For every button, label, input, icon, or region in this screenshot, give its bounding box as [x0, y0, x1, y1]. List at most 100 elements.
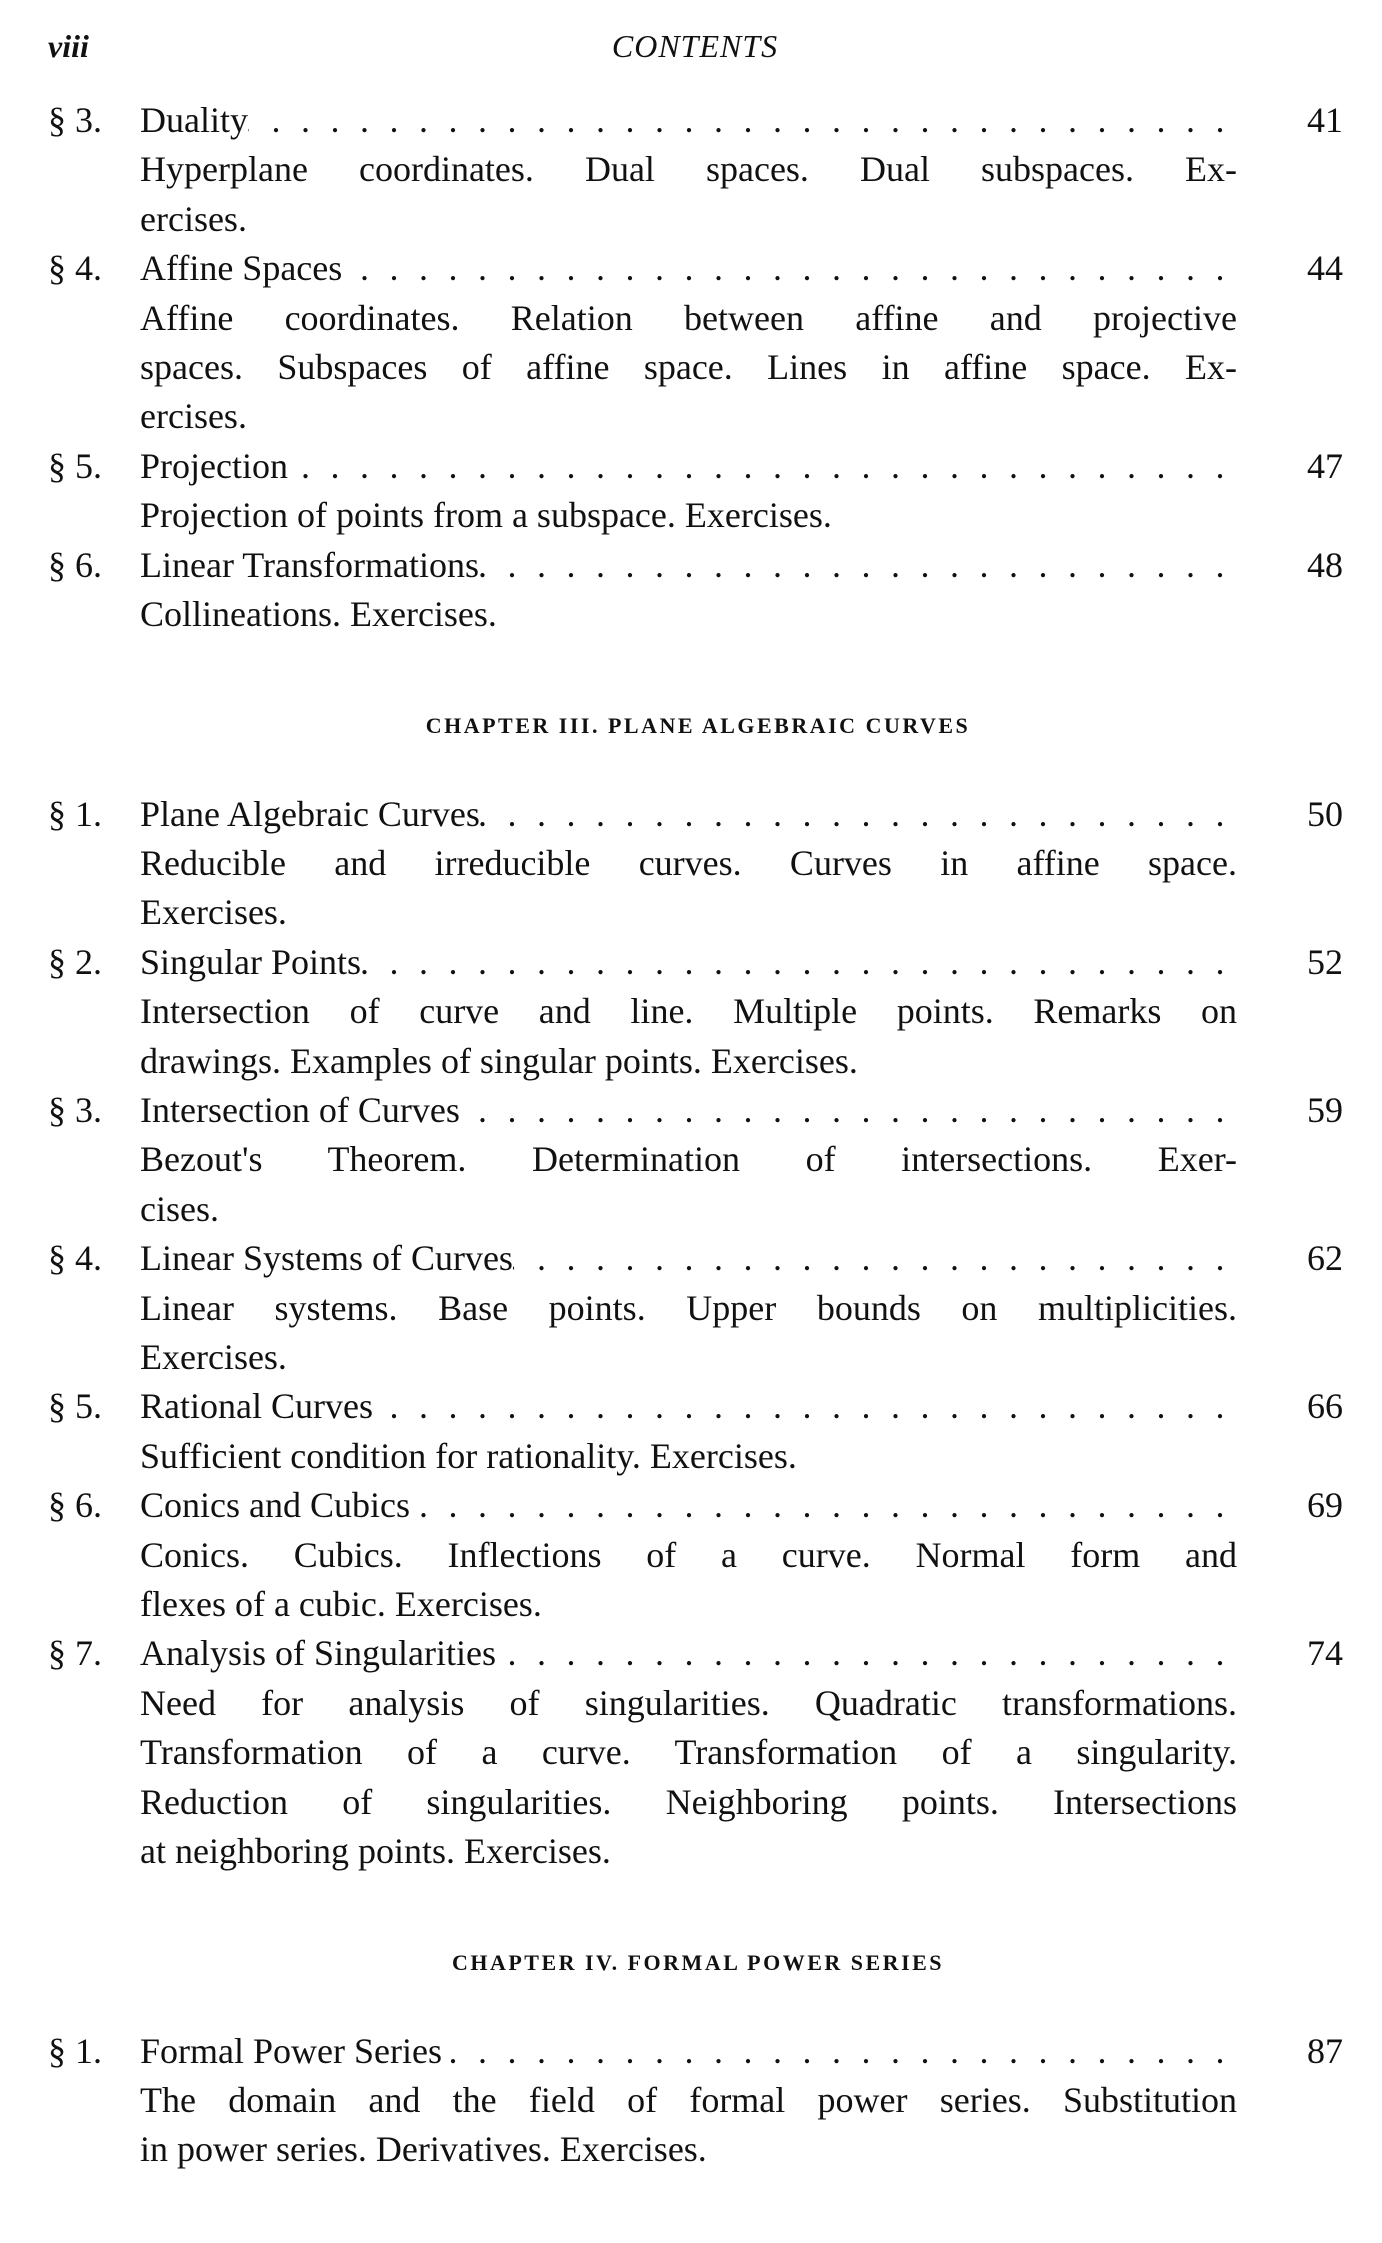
toc-entry: § 3. Intersection of Curves..............…: [48, 1086, 1343, 1234]
section-number: § 5.: [48, 1386, 102, 1427]
dot-leader: ........................................…: [288, 445, 1245, 486]
section-description: Conics. Cubics. Inflections of a curve. …: [140, 1531, 1237, 1630]
page-number: 50: [1307, 793, 1343, 834]
page-number: 44: [1307, 248, 1343, 289]
section-title: Affine Spaces: [140, 248, 343, 289]
section-number: § 1.: [48, 793, 102, 834]
section-number: § 6.: [48, 1485, 102, 1526]
toc-entry: § 6. Linear Transformations..............…: [48, 541, 1343, 640]
section-title: Plane Algebraic Curves: [140, 793, 480, 834]
dot-leader: ........................................…: [479, 793, 1245, 834]
section-number: § 2.: [48, 941, 102, 982]
table-of-contents: § 3. Duality.............................…: [48, 96, 1343, 2175]
toc-entry-heading: § 2. Singular Points.....................…: [48, 938, 1343, 987]
section-title: Conics and Cubics: [140, 1485, 410, 1526]
toc-entry-heading: § 3. Duality.............................…: [48, 96, 1343, 145]
section-title: Projection: [140, 445, 288, 486]
toc-entry-heading: § 5. Rational Curves.....................…: [48, 1382, 1343, 1431]
dot-leader: ........................................…: [372, 1386, 1245, 1427]
description-line: Projection of points from a subspace. Ex…: [140, 495, 832, 536]
section-description: Intersection of curve and line. Multiple…: [140, 987, 1237, 1086]
section-number: § 5.: [48, 445, 102, 486]
section-description: Collineations. Exercises.: [140, 590, 1237, 639]
description-line: Exercises.: [140, 1336, 287, 1377]
toc-entry: § 6. Conics and Cubics...................…: [48, 1481, 1343, 1629]
page-number: 62: [1307, 1238, 1343, 1279]
toc-entry: § 1. Formal Power Series.................…: [48, 2027, 1343, 2175]
description-line: The domain and the field of formal power…: [140, 2080, 1237, 2121]
section-title: Linear Systems of Curves: [140, 1238, 513, 1279]
dot-leader: ........................................…: [441, 2030, 1245, 2071]
dot-leader: ........................................…: [478, 544, 1245, 585]
section-title: Singular Points: [140, 941, 362, 982]
section-title: Rational Curves: [140, 1386, 373, 1427]
dot-leader: ........................................…: [342, 248, 1245, 289]
toc-entry-heading: § 4. Affine Spaces.......................…: [48, 244, 1343, 293]
dot-leader: ........................................…: [513, 1238, 1245, 1279]
description-line: Reduction of singularities. Neighboring …: [140, 1781, 1237, 1822]
description-line: ercises.: [140, 198, 247, 239]
toc-entry: § 4. Linear Systems of Curves............…: [48, 1234, 1343, 1382]
toc-entry-heading: § 3. Intersection of Curves..............…: [48, 1086, 1343, 1135]
section-description: Affine coordinates. Relation between aff…: [140, 294, 1237, 442]
toc-entry: § 5. Rational Curves.....................…: [48, 1382, 1343, 1481]
dot-leader: ........................................…: [361, 941, 1245, 982]
description-line: flexes of a cubic. Exercises.: [140, 1583, 542, 1624]
toc-entry-heading: § 4. Linear Systems of Curves............…: [48, 1234, 1343, 1283]
description-line: Intersection of curve and line. Multiple…: [140, 991, 1237, 1032]
toc-entry: § 4. Affine Spaces.......................…: [48, 244, 1343, 442]
section-description: Need for analysis of singularities. Quad…: [140, 1679, 1237, 1877]
description-line: at neighboring points. Exercises.: [140, 1830, 611, 1871]
toc-entry: § 2. Singular Points.....................…: [48, 938, 1343, 1086]
page-number: 59: [1307, 1090, 1343, 1131]
section-description: Linear systems. Base points. Upper bound…: [140, 1284, 1237, 1383]
dot-leader: ........................................…: [460, 1090, 1245, 1131]
description-line: Bezout's Theorem. Determination of inter…: [140, 1139, 1237, 1180]
page-number: 47: [1307, 445, 1343, 486]
section-title: Analysis of Singularities: [140, 1633, 496, 1674]
section-number: § 6.: [48, 544, 102, 585]
toc-entry-heading: § 1. Formal Power Series.................…: [48, 2027, 1343, 2076]
description-line: Linear systems. Base points. Upper bound…: [140, 1287, 1237, 1328]
section-title: Formal Power Series: [140, 2030, 442, 2071]
description-line: Collineations. Exercises.: [140, 593, 497, 634]
description-line: Hyperplane coordinates. Dual spaces. Dua…: [140, 149, 1237, 190]
chapter-heading: CHAPTER IV. FORMAL POWER SERIES: [451, 1950, 945, 1976]
toc-entry-heading: § 6. Linear Transformations..............…: [48, 541, 1343, 590]
page-number: 41: [1307, 100, 1343, 140]
page-number: 48: [1307, 544, 1343, 585]
toc-entry: § 1. Plane Algebraic Curves..............…: [48, 790, 1343, 938]
description-line: cises.: [140, 1188, 219, 1229]
section-description: Reducible and irreducible curves. Curves…: [140, 839, 1237, 938]
toc-entry: § 7. Analysis of Singularities...........…: [48, 1629, 1343, 1876]
section-number: § 4.: [48, 248, 102, 289]
page-number: 52: [1307, 941, 1343, 982]
toc-entry-heading: § 5. Projection..........................…: [48, 442, 1343, 491]
description-line: Need for analysis of singularities. Quad…: [140, 1682, 1237, 1723]
description-line: ercises.: [140, 396, 247, 437]
dot-leader: ........................................…: [409, 1485, 1245, 1526]
description-line: drawings. Examples of singular points. E…: [140, 1040, 858, 1081]
description-line: spaces. Subspaces of affine space. Lines…: [140, 346, 1237, 387]
description-line: in power series. Derivatives. Exercises.: [140, 2129, 707, 2170]
description-line: Reducible and irreducible curves. Curves…: [140, 843, 1237, 884]
section-number: § 4.: [48, 1238, 102, 1279]
dot-leader: ........................................…: [248, 100, 1245, 140]
section-number: § 3.: [48, 100, 102, 140]
toc-entry: § 5. Projection..........................…: [48, 442, 1343, 541]
dot-leader: ........................................…: [496, 1633, 1245, 1674]
section-title: Intersection of Curves: [140, 1090, 460, 1131]
description-line: Exercises.: [140, 892, 287, 933]
page-number: 87: [1307, 2030, 1343, 2071]
toc-entry-heading: § 7. Analysis of Singularities...........…: [48, 1629, 1343, 1678]
description-line: Affine coordinates. Relation between aff…: [140, 297, 1237, 338]
section-title: Duality: [140, 100, 248, 140]
toc-entry: § 3. Duality.............................…: [48, 96, 1343, 244]
page-number: 69: [1307, 1485, 1343, 1526]
section-description: Bezout's Theorem. Determination of inter…: [140, 1135, 1237, 1234]
section-number: § 3.: [48, 1090, 102, 1131]
description-line: Transformation of a curve. Transformatio…: [140, 1732, 1237, 1773]
toc-entry-heading: § 6. Conics and Cubics...................…: [48, 1481, 1343, 1530]
page-number: 74: [1307, 1633, 1343, 1674]
description-line: Sufficient condition for rationality. Ex…: [140, 1435, 797, 1476]
